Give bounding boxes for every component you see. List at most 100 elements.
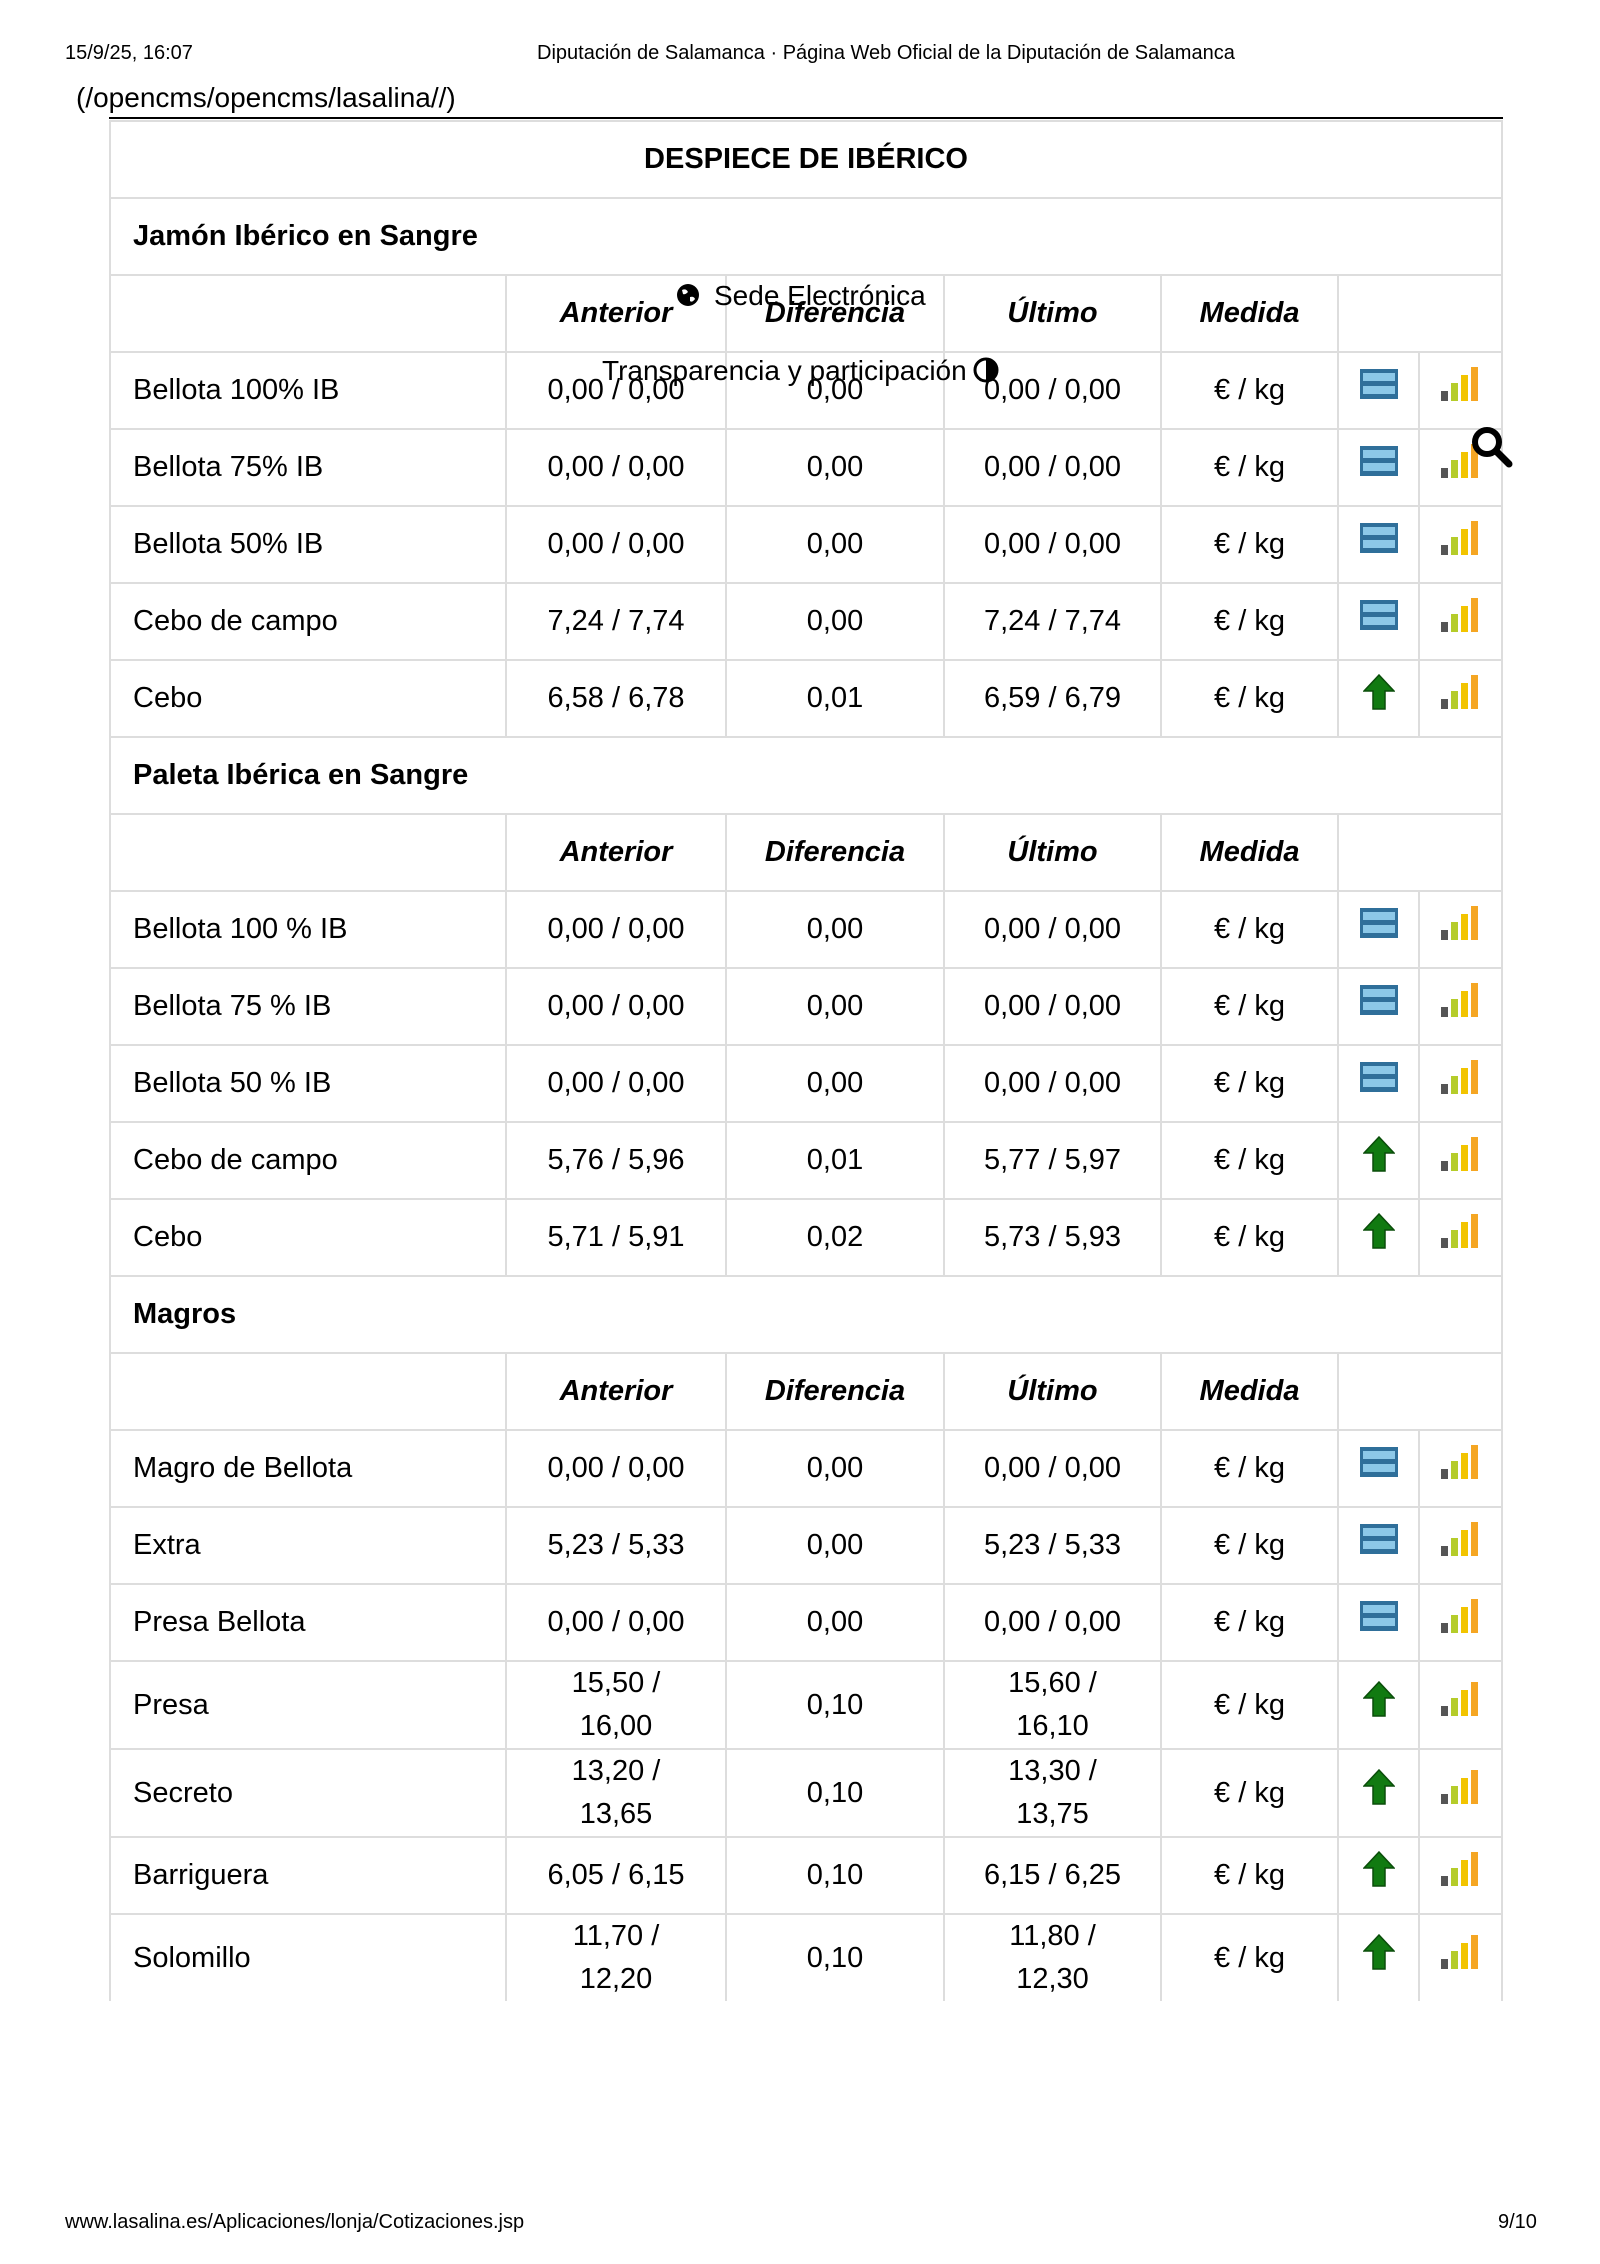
cell: 0,00 [725,1044,945,1123]
cell: 0,00 / 0,00 [505,1429,727,1508]
data-row: Bellota 100 % IB 0,00 / 0,00 0,00 0,00 / 0,… [109,890,1503,969]
cell: 11,80 / 12,30 [943,1913,1162,2001]
row-label: Cebo de campo [109,1121,507,1200]
trend-cell [1337,890,1420,969]
trend-cell [1337,505,1420,584]
chart-icon[interactable] [1440,1060,1482,1094]
print-datetime: 15/9/25, 16:07 [65,42,193,64]
row-label: Barriguera [109,1836,507,1915]
data-row: Extra 5,23 / 5,33 0,00 5,23 / 5,33 € / kg [109,1506,1503,1585]
cell: 11,70 / 12,20 [505,1913,727,2001]
column-header: Medida [1160,1352,1339,1431]
cell: 0,00 / 0,00 [943,1583,1162,1662]
up-icon [1361,1933,1396,1970]
row-label: Cebo de campo [109,582,507,661]
row-label: Bellota 50 % IB [109,1044,507,1123]
cell: 0,01 [725,1121,945,1200]
chart-icon[interactable] [1440,1522,1482,1556]
cell: 0,00 [725,428,945,507]
trend-cell [1337,1583,1420,1662]
section-name: Magros [109,1275,1503,1354]
cell: 0,00 / 0,00 [505,1583,727,1662]
trend-cell [1337,1913,1420,2001]
search-icon[interactable] [1470,425,1514,469]
chart-cell [1418,890,1503,969]
chart-icon[interactable] [1440,1681,1482,1716]
trend-cell [1337,1506,1420,1585]
data-row: Cebo de campo 7,24 / 7,74 0,00 7,24 / 7,74 €… [109,582,1503,661]
chart-icon[interactable] [1440,1934,1482,1969]
data-row: Cebo de campo 5,76 / 5,96 0,01 5,77 / 5,97 €… [109,1121,1503,1200]
cell: 5,77 / 5,97 [943,1121,1162,1200]
table-title: DESPIECE DE IBÉRICO [109,120,1503,199]
row-label: Bellota 100 % IB [109,890,507,969]
chart-icon[interactable] [1440,1769,1482,1804]
cell: 0,10 [725,1660,945,1750]
chart-cell [1418,1044,1503,1123]
cell: € / kg [1160,1198,1339,1277]
contrast-icon [973,357,999,383]
equal-icon [1359,1062,1398,1092]
column-header: Último [943,813,1162,892]
row-label: Bellota 50% IB [109,505,507,584]
cell: 0,00 / 0,00 [505,428,727,507]
data-row: Cebo 5,71 / 5,91 0,02 5,73 / 5,93 € / kg [109,1198,1503,1277]
cell: 0,00 [725,967,945,1046]
chart-icon[interactable] [1440,675,1482,709]
data-row: Magro de Bellota 0,00 / 0,00 0,00 0,00 / 0,… [109,1429,1503,1508]
transparencia-text: Transparencia y participación [602,355,967,386]
cell: 0,00 / 0,00 [505,505,727,584]
trend-cell [1337,1836,1420,1915]
chart-cell [1418,1429,1503,1508]
chart-icon[interactable] [1440,1852,1482,1886]
chart-cell [1418,1660,1503,1750]
equal-icon [1359,908,1398,938]
chart-icon[interactable] [1440,367,1482,401]
home-link[interactable]: (/opencms/opencms/lasalina//) [76,82,456,113]
row-label: Solomillo [109,1913,507,2001]
cell: 0,00 / 0,00 [943,1044,1162,1123]
chart-cell [1418,1583,1503,1662]
chart-icon[interactable] [1440,1137,1482,1171]
chart-icon[interactable] [1440,1214,1482,1248]
cell: 0,00 [725,1583,945,1662]
data-row: Barriguera 6,05 / 6,15 0,10 6,15 / 6,25 € / … [109,1836,1503,1915]
header-blank [109,1352,507,1431]
chart-icon[interactable] [1440,598,1482,632]
cell: € / kg [1160,1121,1339,1200]
transparencia-link[interactable]: Transparencia y participación [602,355,999,387]
equal-icon [1359,523,1398,553]
cell: € / kg [1160,582,1339,661]
cell: € / kg [1160,967,1339,1046]
data-row: Secreto 13,20 / 13,65 0,10 13,30 / 13,75 € /… [109,1748,1503,1838]
trend-cell [1337,428,1420,507]
chart-cell [1418,428,1503,507]
cell: 0,02 [725,1198,945,1277]
chart-icon[interactable] [1440,1599,1482,1633]
row-label: Secreto [109,1748,507,1838]
chart-icon[interactable] [1440,906,1482,940]
chart-icon[interactable] [1440,1445,1482,1479]
cell: 0,10 [725,1836,945,1915]
cell: 7,24 / 7,74 [943,582,1162,661]
chart-icon[interactable] [1440,521,1482,555]
header-blank [1337,813,1503,892]
chart-cell [1418,582,1503,661]
sede-link[interactable]: Sede Electrónica [676,280,926,312]
chart-cell [1418,967,1503,1046]
cell: 6,05 / 6,15 [505,1836,727,1915]
up-icon [1361,1768,1396,1805]
trend-cell [1337,1198,1420,1277]
sede-text: Sede Electrónica [714,280,926,311]
header-blank [109,813,507,892]
cell: 0,00 [725,1506,945,1585]
row-label: Bellota 75% IB [109,428,507,507]
up-icon [1361,1680,1396,1717]
cell: 0,00 / 0,00 [943,505,1162,584]
chart-icon[interactable] [1440,444,1482,478]
cell: 0,00 / 0,00 [943,351,1162,430]
column-header: Anterior [505,813,727,892]
chart-icon[interactable] [1440,983,1482,1017]
up-icon [1361,1850,1396,1887]
